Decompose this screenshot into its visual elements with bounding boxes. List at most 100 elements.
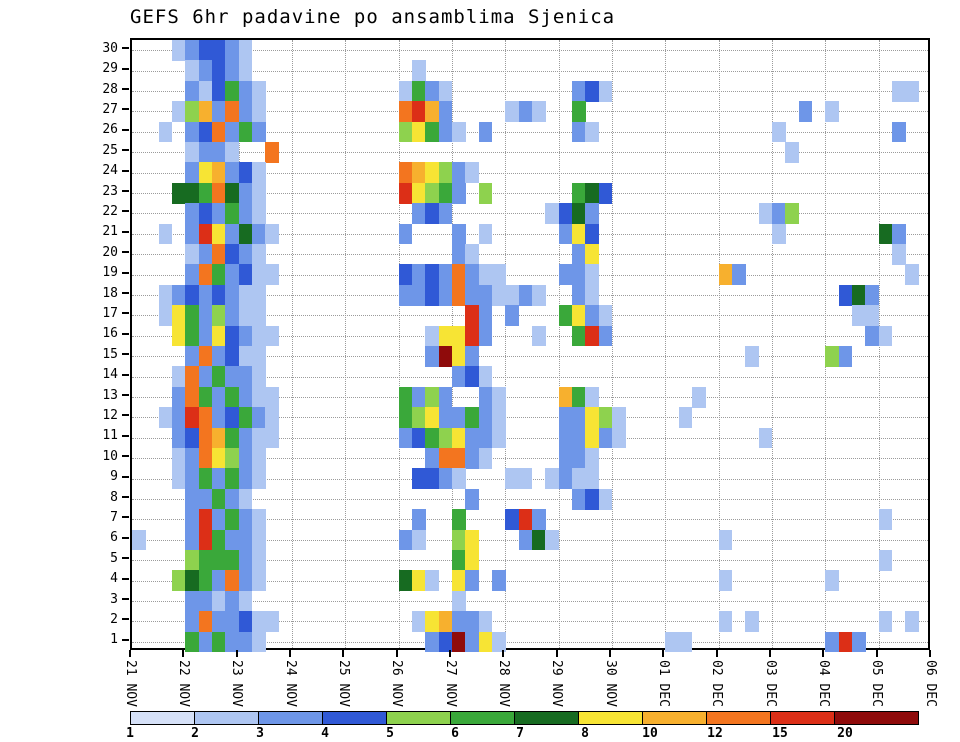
heatmap-cell: [478, 284, 493, 306]
heatmap-cell: [252, 325, 266, 347]
heatmap-cell: [412, 386, 426, 408]
heatmap-cell: [438, 284, 453, 306]
y-axis-label: 26: [102, 122, 118, 138]
heatmap-cell: [225, 611, 240, 633]
colorbar-segment: [386, 711, 451, 725]
heatmap-cell: [465, 162, 480, 184]
colorbar-segment: [834, 711, 919, 725]
heatmap-cell: [185, 570, 200, 592]
heatmap-cell: [238, 468, 253, 490]
heatmap-cell: [465, 325, 480, 347]
y-axis-label: 11: [102, 428, 118, 444]
y-axis-label: 27: [102, 101, 118, 117]
colorbar-label: 15: [772, 726, 788, 741]
heatmap-cell: [158, 305, 173, 327]
x-tick: [822, 650, 825, 657]
heatmap-cell: [465, 264, 480, 286]
heatmap-cell: [198, 407, 213, 429]
colorbar-segment: [514, 711, 579, 725]
colorbar-segment: [130, 711, 195, 725]
heatmap-cell: [225, 590, 240, 612]
heatmap-cell: [585, 448, 600, 469]
heatmap-cell: [452, 284, 466, 306]
heatmap-cell: [252, 346, 266, 367]
heatmap-cell: [558, 203, 573, 225]
y-axis-label: 9: [110, 469, 118, 485]
y-axis-label: 22: [102, 203, 118, 219]
y-axis-label: 17: [102, 305, 118, 321]
heatmap-cell: [185, 40, 200, 61]
y-axis-label: 18: [102, 285, 118, 301]
v-gridline: [718, 40, 720, 648]
h-gridline: [132, 621, 928, 623]
heatmap-cell: [412, 529, 426, 551]
heatmap-cell: [865, 284, 880, 306]
heatmap-cell: [158, 223, 173, 245]
x-axis-label: 26 NOV: [389, 660, 405, 707]
x-tick: [289, 650, 291, 657]
heatmap-cell: [412, 468, 426, 490]
heatmap-cell: [572, 407, 586, 429]
heatmap-cell: [212, 468, 226, 490]
y-tick: [122, 373, 129, 376]
h-gridline: [132, 437, 928, 439]
x-axis-label: 01 DEC: [655, 660, 671, 707]
heatmap-cell: [452, 590, 466, 612]
y-axis-label: 6: [110, 530, 118, 546]
x-axis-label: 05 DEC: [869, 660, 885, 707]
heatmap-cell: [212, 488, 226, 510]
v-gridline: [505, 40, 507, 648]
heatmap-cell: [185, 264, 200, 286]
heatmap-cell: [198, 386, 213, 408]
heatmap-cell: [572, 244, 586, 265]
x-axis-label: 03 DEC: [762, 660, 778, 707]
heatmap-cell: [198, 142, 213, 163]
colorbar-label: 2: [191, 726, 199, 741]
heatmap-cell: [252, 121, 266, 143]
y-tick: [122, 251, 129, 254]
heatmap-cell: [212, 142, 226, 163]
heatmap-cell: [265, 386, 280, 408]
heatmap-cell: [212, 101, 226, 123]
heatmap-cell: [198, 244, 213, 265]
x-tick: [555, 650, 558, 657]
heatmap-cell: [585, 284, 600, 306]
v-gridline: [612, 40, 613, 648]
heatmap-cell: [465, 550, 480, 571]
y-tick: [122, 128, 129, 131]
heatmap-cell: [785, 203, 800, 225]
y-axis-label: 30: [102, 40, 118, 56]
heatmap-cell: [212, 631, 226, 653]
heatmap-cell: [238, 244, 253, 265]
heatmap-cell: [425, 631, 440, 653]
heatmap-cell: [225, 570, 240, 592]
y-tick: [122, 455, 129, 458]
h-gridline: [132, 172, 928, 174]
y-tick: [122, 67, 129, 70]
heatmap-cell: [532, 101, 546, 123]
y-axis-label: 16: [102, 326, 118, 342]
heatmap-cell: [545, 468, 560, 490]
h-gridline: [132, 376, 928, 378]
heatmap-cell: [238, 529, 253, 551]
x-axis-label: 22 NOV: [175, 660, 191, 707]
heatmap-cell: [825, 631, 840, 653]
heatmap-cell: [518, 284, 533, 306]
heatmap-cell: [252, 80, 266, 102]
heatmap-cell: [252, 407, 266, 429]
heatmap-cell: [425, 468, 440, 490]
h-gridline: [132, 641, 928, 643]
heatmap-cell: [252, 611, 266, 633]
colorbar-label: 8: [581, 726, 589, 741]
y-axis-label: 12: [102, 407, 118, 423]
heatmap-cell: [572, 223, 586, 245]
heatmap-cell: [492, 631, 506, 653]
heatmap-cell: [465, 448, 480, 469]
heatmap-cell: [198, 366, 213, 388]
heatmap-cell: [505, 468, 520, 490]
heatmap-cell: [505, 101, 520, 123]
v-gridline: [345, 40, 347, 648]
heatmap-cell: [238, 284, 253, 306]
heatmap-cell: [185, 407, 200, 429]
heatmap-cell: [465, 244, 480, 265]
